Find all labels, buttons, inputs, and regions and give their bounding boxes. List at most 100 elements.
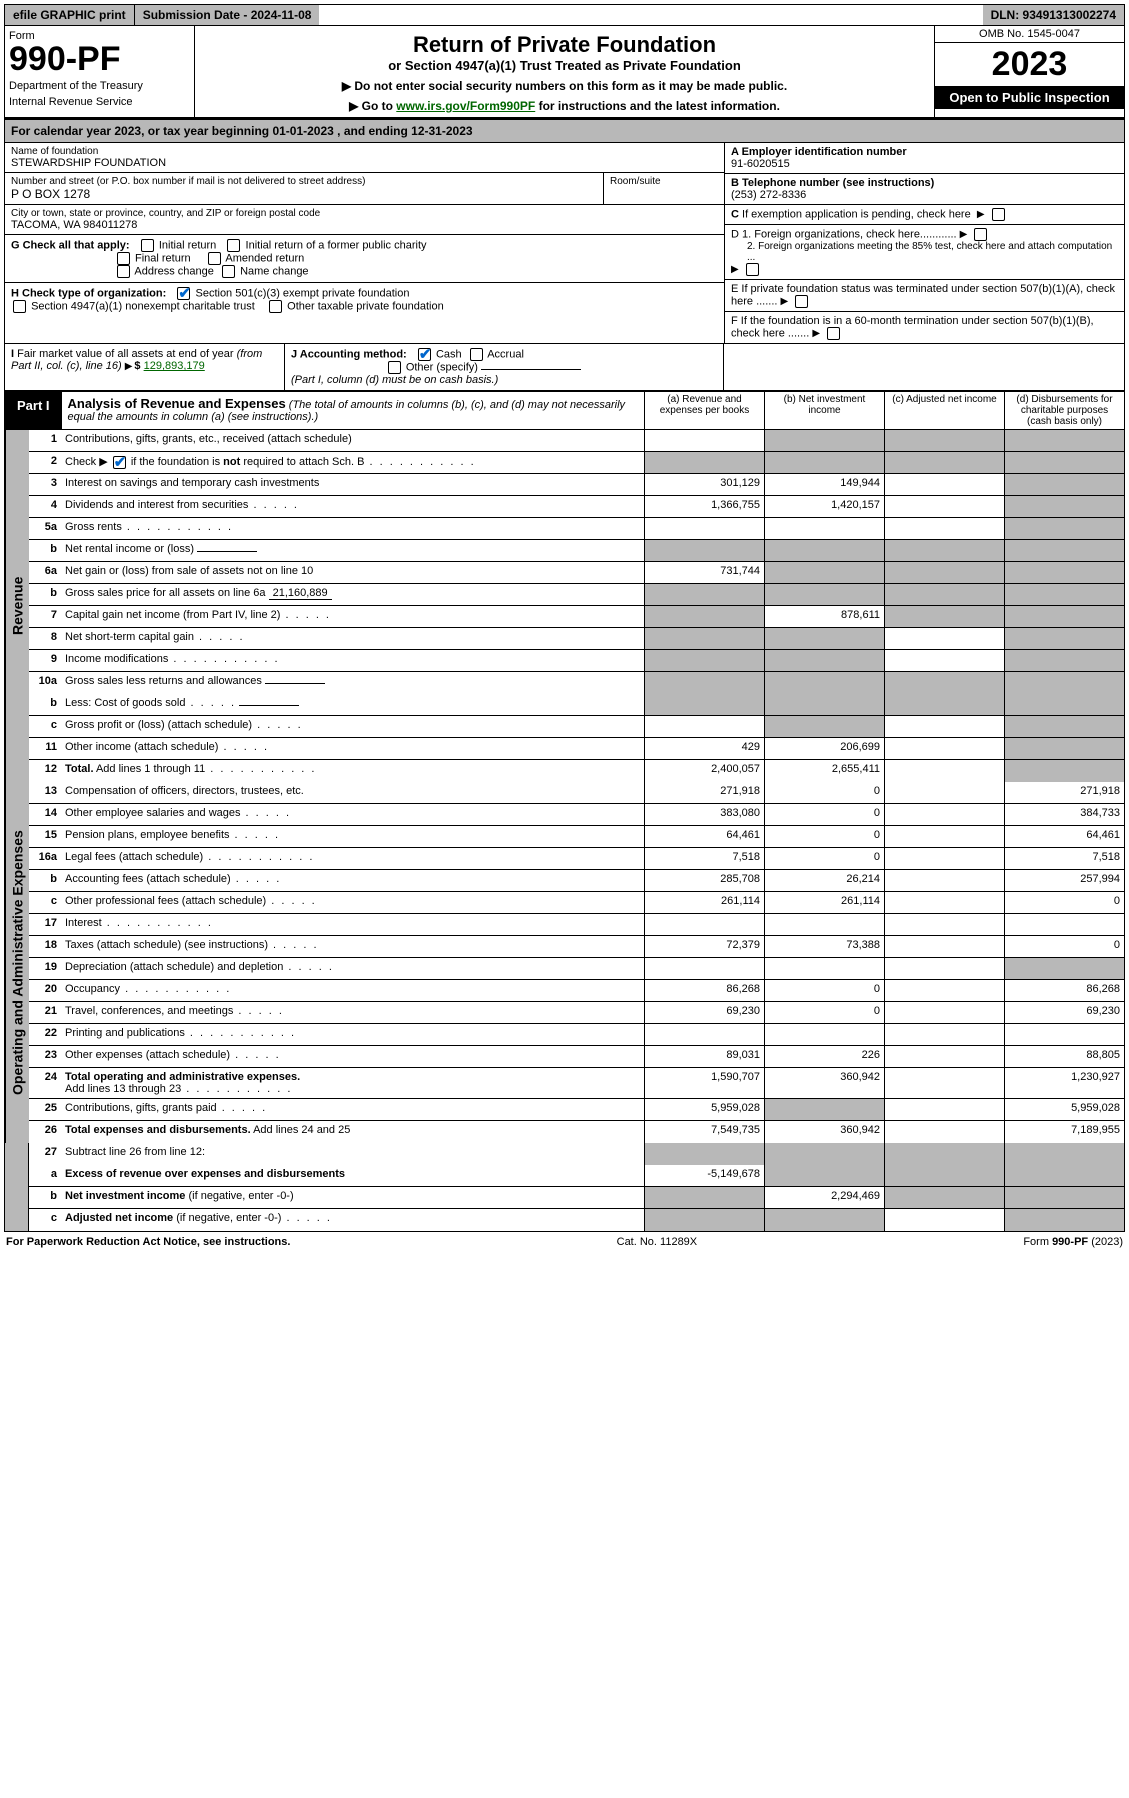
cb-4947[interactable] bbox=[13, 300, 26, 313]
city-label: City or town, state or province, country… bbox=[11, 208, 718, 219]
revenue-rows: 1Contributions, gifts, grants, etc., rec… bbox=[29, 430, 1124, 782]
foundation-name: STEWARDSHIP FOUNDATION bbox=[11, 157, 718, 169]
i-cell: I Fair market value of all assets at end… bbox=[5, 344, 285, 390]
g-opt-2: Final return bbox=[135, 252, 191, 264]
cb-initial[interactable] bbox=[141, 239, 154, 252]
row-7: 7Capital gain net income (from Part IV, … bbox=[29, 606, 1124, 628]
j-label: J Accounting method: bbox=[291, 348, 407, 360]
row-27c: cAdjusted net income (if negative, enter… bbox=[29, 1209, 1124, 1231]
cb-name[interactable] bbox=[222, 265, 235, 278]
arrow-icon bbox=[812, 327, 822, 339]
row-6a: 6aNet gain or (loss) from sale of assets… bbox=[29, 562, 1124, 584]
row-26: 26Total expenses and disbursements. Add … bbox=[29, 1121, 1124, 1143]
note-goto: ▶ Go to www.irs.gov/Form990PF for instru… bbox=[205, 99, 924, 113]
cb-e[interactable] bbox=[795, 295, 808, 308]
city-cell: City or town, state or province, country… bbox=[5, 205, 724, 235]
arrow-icon bbox=[977, 208, 987, 220]
j-accrual: Accrual bbox=[487, 348, 524, 360]
cb-501c3[interactable] bbox=[177, 287, 190, 300]
col-c: (c) Adjusted net income bbox=[884, 392, 1004, 429]
cb-c[interactable] bbox=[992, 208, 1005, 221]
fmv-link[interactable]: 129,893,179 bbox=[144, 360, 205, 372]
cb-other[interactable] bbox=[388, 361, 401, 374]
row-13: 13Compensation of officers, directors, t… bbox=[29, 782, 1124, 804]
cb-amended[interactable] bbox=[208, 252, 221, 265]
footer-left: For Paperwork Reduction Act Notice, see … bbox=[6, 1236, 290, 1248]
cb-address[interactable] bbox=[117, 265, 130, 278]
cb-schb[interactable] bbox=[113, 456, 126, 469]
part1-tag: Part I bbox=[5, 392, 62, 429]
cb-initial-former[interactable] bbox=[227, 239, 240, 252]
row-5b: bNet rental income or (loss) bbox=[29, 540, 1124, 562]
5b-field bbox=[197, 551, 257, 552]
cb-d2[interactable] bbox=[746, 263, 759, 276]
ein: 91-6020515 bbox=[731, 158, 790, 170]
c-label: If exemption application is pending, che… bbox=[742, 208, 971, 220]
row-23: 23Other expenses (attach schedule)89,031… bbox=[29, 1046, 1124, 1068]
row-18: 18Taxes (attach schedule) (see instructi… bbox=[29, 936, 1124, 958]
row-22: 22Printing and publications bbox=[29, 1024, 1124, 1046]
row-11: 11Other income (attach schedule)429206,6… bbox=[29, 738, 1124, 760]
cb-d1[interactable] bbox=[974, 228, 987, 241]
10a-field bbox=[265, 683, 325, 684]
note-goto-a: ▶ Go to bbox=[349, 99, 396, 113]
part1-desc: Analysis of Revenue and Expenses (The to… bbox=[62, 392, 644, 429]
cb-final[interactable] bbox=[117, 252, 130, 265]
dept-irs: Internal Revenue Service bbox=[9, 96, 190, 108]
col-b: (b) Net investment income bbox=[764, 392, 884, 429]
d2: 2. Foreign organizations meeting the 85%… bbox=[731, 241, 1118, 263]
top-bar: efile GRAPHIC print Submission Date - 20… bbox=[4, 4, 1125, 26]
row-19: 19Depreciation (attach schedule) and dep… bbox=[29, 958, 1124, 980]
lower-grid: I Fair market value of all assets at end… bbox=[4, 344, 1125, 391]
e-cell: E If private foundation status was termi… bbox=[725, 280, 1124, 312]
summary-side bbox=[5, 1143, 29, 1231]
cb-accrual[interactable] bbox=[470, 348, 483, 361]
info-right: A Employer identification number 91-6020… bbox=[724, 143, 1124, 343]
row-16c: cOther professional fees (attach schedul… bbox=[29, 892, 1124, 914]
phone: (253) 272-8336 bbox=[731, 189, 806, 201]
address: P O BOX 1278 bbox=[11, 187, 597, 201]
lower-right-blank bbox=[724, 344, 1124, 390]
g-opt-3: Amended return bbox=[225, 252, 304, 264]
cb-f[interactable] bbox=[827, 327, 840, 340]
addr-label: Number and street (or P.O. box number if… bbox=[11, 176, 597, 187]
address-cell: Number and street (or P.O. box number if… bbox=[5, 173, 604, 204]
row-3: 3Interest on savings and temporary cash … bbox=[29, 474, 1124, 496]
row-5a: 5aGross rents bbox=[29, 518, 1124, 540]
col-a: (a) Revenue and expenses per books bbox=[644, 392, 764, 429]
row-20: 20Occupancy86,268086,268 bbox=[29, 980, 1124, 1002]
form990pf-link[interactable]: www.irs.gov/Form990PF bbox=[396, 99, 535, 113]
row-10a: 10aGross sales less returns and allowanc… bbox=[29, 672, 1124, 694]
efile-label: efile GRAPHIC print bbox=[5, 5, 134, 25]
calendar-year-row: For calendar year 2023, or tax year begi… bbox=[4, 119, 1125, 143]
summary-section: 27Subtract line 26 from line 12: aExcess… bbox=[4, 1143, 1125, 1232]
b-label: B Telephone number (see instructions) bbox=[731, 177, 934, 189]
h-opt-2: Section 4947(a)(1) nonexempt charitable … bbox=[31, 300, 255, 312]
row-9: 9Income modifications bbox=[29, 650, 1124, 672]
row-14: 14Other employee salaries and wages383,0… bbox=[29, 804, 1124, 826]
f-text: F If the foundation is in a 60-month ter… bbox=[731, 315, 1094, 339]
dln: DLN: 93491313002274 bbox=[983, 5, 1124, 25]
g-opt-1: Initial return of a former public charit… bbox=[246, 239, 427, 251]
part1-title: Analysis of Revenue and Expenses bbox=[68, 396, 286, 411]
cb-cash[interactable] bbox=[418, 348, 431, 361]
c-cell: C If exemption application is pending, c… bbox=[725, 205, 1124, 225]
row-27: 27Subtract line 26 from line 12: bbox=[29, 1143, 1124, 1165]
submission-date: Submission Date - 2024-11-08 bbox=[134, 5, 320, 25]
form-subtitle: or Section 4947(a)(1) Trust Treated as P… bbox=[205, 58, 924, 73]
header-mid: Return of Private Foundation or Section … bbox=[195, 26, 934, 117]
form-header: Form 990-PF Department of the Treasury I… bbox=[4, 26, 1125, 119]
g-opt-0: Initial return bbox=[159, 239, 216, 251]
h-row: H Check type of organization: Section 50… bbox=[5, 283, 724, 317]
row-2: 2Check ▶ if the foundation is not requir… bbox=[29, 452, 1124, 474]
note-goto-b: for instructions and the latest informat… bbox=[535, 99, 780, 113]
spacer bbox=[319, 5, 982, 25]
footer-right: Form 990-PF (2023) bbox=[1023, 1236, 1123, 1248]
cb-other-tax[interactable] bbox=[269, 300, 282, 313]
row-24: 24Total operating and administrative exp… bbox=[29, 1068, 1124, 1099]
address-row: Number and street (or P.O. box number if… bbox=[5, 173, 724, 205]
row-8: 8Net short-term capital gain bbox=[29, 628, 1124, 650]
ein-cell: A Employer identification number 91-6020… bbox=[725, 143, 1124, 174]
row-27b: bNet investment income (if negative, ent… bbox=[29, 1187, 1124, 1209]
g-label: G Check all that apply: bbox=[11, 239, 130, 251]
